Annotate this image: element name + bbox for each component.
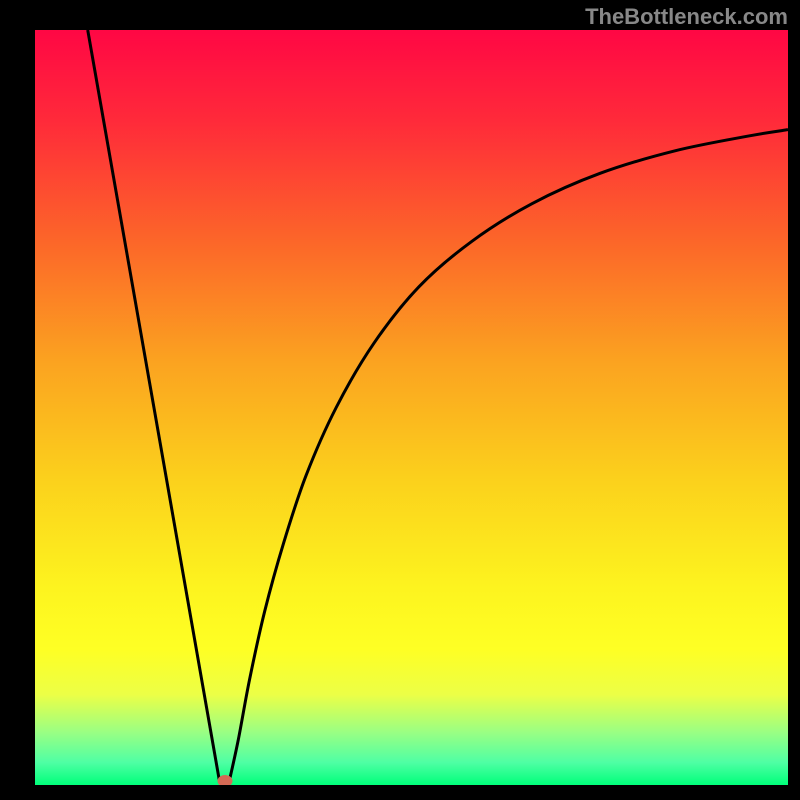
plot-area — [35, 30, 788, 785]
curve-right-branch — [229, 130, 788, 782]
curve-layer — [35, 30, 788, 785]
curve-left-branch — [88, 30, 220, 781]
chart-container: TheBottleneck.com — [0, 0, 800, 800]
attribution-text: TheBottleneck.com — [585, 4, 788, 30]
minimum-marker — [217, 775, 232, 785]
